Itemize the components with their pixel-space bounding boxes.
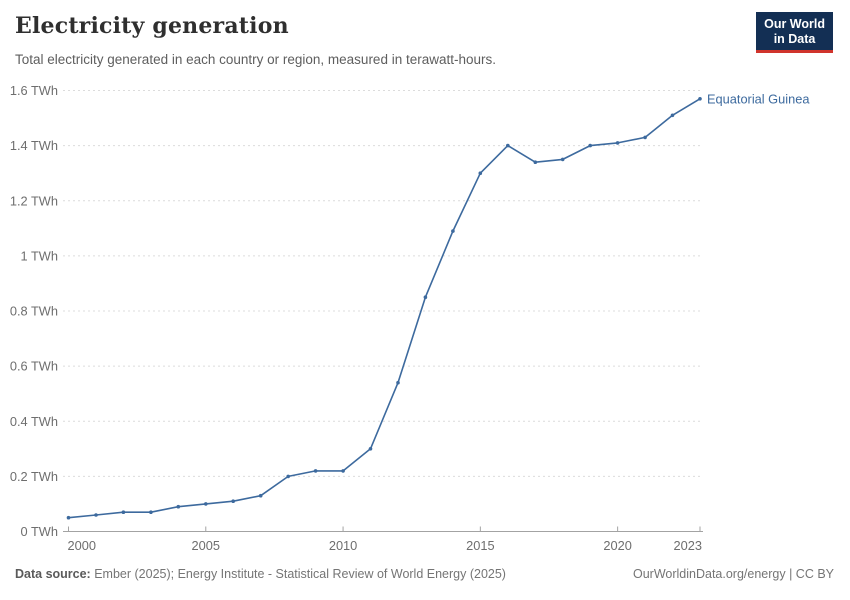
data-point-2015 bbox=[478, 171, 483, 175]
y-axis-label: 1.6 TWh bbox=[10, 83, 58, 98]
data-point-2007 bbox=[258, 493, 263, 498]
x-axis-label: 2005 bbox=[192, 538, 220, 553]
data-source: Data source: Ember (2025); Energy Instit… bbox=[15, 567, 506, 581]
chart-footer: Data source: Ember (2025); Energy Instit… bbox=[15, 567, 834, 581]
owid-logo-line1: Our World bbox=[764, 17, 825, 31]
owid-logo-line2: in Data bbox=[773, 32, 816, 46]
data-point-2016 bbox=[506, 143, 510, 148]
y-axis-label: 1.2 TWh bbox=[10, 193, 58, 208]
data-point-2012 bbox=[396, 380, 400, 385]
x-axis-label: 2023 bbox=[674, 538, 702, 553]
entity-label[interactable]: Equatorial Guinea bbox=[707, 91, 810, 106]
data-point-2011 bbox=[368, 447, 373, 451]
x-axis-label: 2015 bbox=[466, 538, 494, 553]
data-point-2003 bbox=[149, 510, 153, 514]
data-point-2009 bbox=[313, 469, 318, 473]
y-axis-label: 0.8 TWh bbox=[10, 304, 58, 319]
data-point-2006 bbox=[231, 499, 235, 504]
data-point-2013 bbox=[423, 295, 428, 300]
data-point-2000 bbox=[66, 515, 71, 520]
data-point-2018 bbox=[560, 157, 565, 162]
data-point-2014 bbox=[451, 229, 455, 233]
series-line bbox=[67, 98, 701, 519]
data-point-2008 bbox=[286, 474, 291, 479]
data-point-2004 bbox=[176, 504, 181, 509]
data-point-2001 bbox=[94, 513, 98, 517]
y-axis-label: 0.6 TWh bbox=[10, 359, 58, 374]
y-axis-label: 0.4 TWh bbox=[10, 414, 58, 429]
data-point-2022 bbox=[670, 113, 675, 118]
data-point-2002 bbox=[121, 510, 126, 514]
chart-subtitle: Total electricity generated in each coun… bbox=[15, 52, 496, 67]
data-point-2020 bbox=[615, 141, 620, 145]
data-point-2019 bbox=[588, 143, 592, 148]
y-axis-label: 0 TWh bbox=[21, 524, 58, 539]
data-point-2021 bbox=[643, 135, 647, 140]
data-point-2017 bbox=[533, 160, 538, 164]
data-point-2010 bbox=[341, 469, 345, 473]
y-axis-label: 1.4 TWh bbox=[10, 138, 58, 153]
data-point-2005 bbox=[204, 502, 208, 506]
page-title: Electricity generation bbox=[15, 13, 289, 39]
owid-logo[interactable]: Our World in Data bbox=[756, 12, 833, 53]
y-axis-label: 1 TWh bbox=[21, 248, 58, 263]
y-axis-label: 0.2 TWh bbox=[10, 469, 58, 484]
x-axis-label: 2000 bbox=[68, 538, 96, 553]
data-source-label: Data source: bbox=[15, 567, 91, 581]
x-axis-label: 2020 bbox=[603, 538, 631, 553]
attribution-link[interactable]: OurWorldinData.org/energy | CC BY bbox=[632, 567, 834, 581]
data-source-value[interactable]: Ember (2025); Energy Institute - Statist… bbox=[94, 567, 506, 581]
data-point-2023 bbox=[698, 97, 702, 101]
x-axis-label: 2010 bbox=[329, 538, 357, 553]
